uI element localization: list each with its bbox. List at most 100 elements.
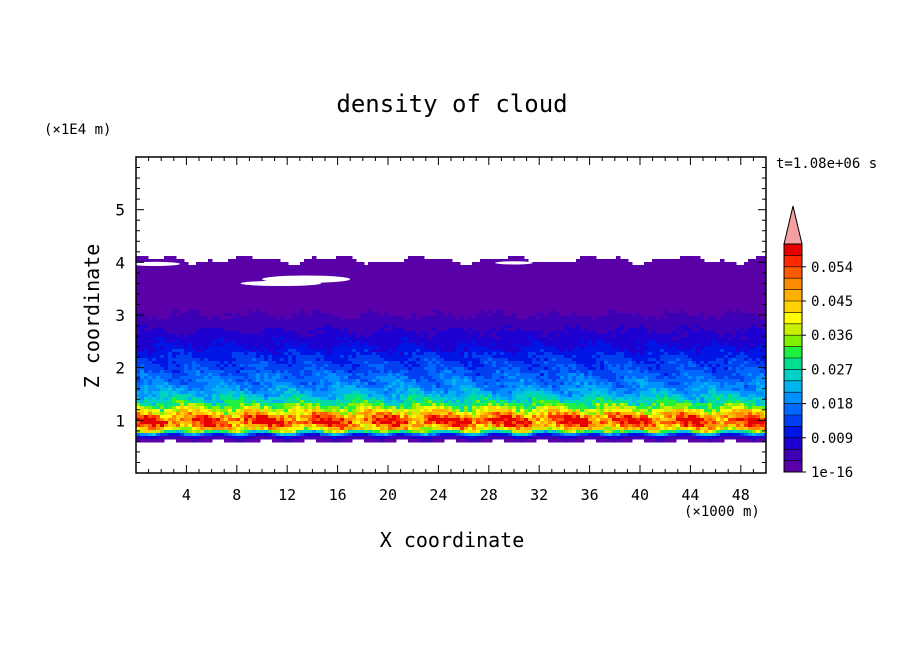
field-cell [356, 262, 361, 266]
field-cell [264, 334, 269, 338]
field-cell [180, 307, 185, 311]
field-cell [332, 319, 337, 323]
field-cell [700, 310, 705, 314]
field-cell [144, 325, 149, 329]
field-cell [176, 337, 181, 341]
field-cell [612, 280, 617, 284]
field-cell [424, 325, 429, 329]
field-cell [536, 328, 541, 332]
field-cell [480, 349, 485, 353]
field-cell [508, 325, 513, 329]
field-cell [480, 340, 485, 344]
field-cell [652, 259, 657, 263]
field-cell [164, 340, 169, 344]
field-cell [544, 322, 549, 326]
field-cell [280, 301, 285, 305]
field-cell [528, 328, 533, 332]
field-cell [396, 298, 401, 302]
field-cell [200, 268, 205, 272]
field-cell [272, 271, 277, 275]
field-cell [636, 328, 641, 332]
field-cell [416, 262, 421, 266]
field-cell [260, 310, 265, 314]
field-cell [596, 271, 601, 275]
field-cell [208, 310, 213, 314]
field-cell [720, 328, 725, 332]
field-cell [428, 289, 433, 293]
field-cell [656, 259, 661, 263]
field-cell [528, 352, 533, 356]
field-cell [460, 325, 465, 329]
field-cell [732, 286, 737, 290]
field-cell [532, 307, 537, 311]
field-cell [744, 298, 749, 302]
field-cell [628, 334, 633, 338]
field-cell [724, 295, 729, 299]
field-cell [760, 337, 765, 341]
field-cell [764, 310, 766, 314]
field-cell [656, 262, 661, 266]
field-cell [172, 346, 177, 350]
field-cell [268, 328, 273, 332]
field-cell [468, 349, 473, 353]
field-cell [332, 271, 337, 275]
field-cell [376, 337, 381, 341]
field-cell [660, 274, 665, 278]
field-cell [524, 319, 529, 323]
field-cell [640, 274, 645, 278]
field-cell [408, 331, 413, 335]
field-cell [140, 301, 145, 305]
field-cell [736, 283, 741, 287]
field-cell [532, 334, 537, 338]
field-cell [348, 331, 353, 335]
field-cell [240, 295, 245, 299]
field-cell [540, 298, 545, 302]
field-cell [236, 259, 241, 263]
field-cell [168, 259, 173, 263]
field-cell [516, 325, 521, 329]
field-cell [660, 265, 665, 269]
field-cell [468, 319, 473, 323]
field-cell [180, 259, 185, 263]
field-cell [552, 316, 557, 320]
field-cell [264, 325, 269, 329]
field-cell [620, 301, 625, 305]
field-cell [648, 349, 653, 353]
field-cell [440, 301, 445, 305]
field-cell [472, 301, 477, 305]
field-cell [160, 295, 165, 299]
field-cell [556, 262, 561, 266]
field-cell [660, 328, 665, 332]
field-cell [424, 352, 429, 356]
field-cell [628, 319, 633, 323]
field-cell [248, 298, 253, 302]
field-cell [388, 289, 393, 293]
field-cell [644, 340, 649, 344]
field-cell [388, 277, 393, 281]
field-cell [184, 274, 189, 278]
field-cell [440, 292, 445, 296]
field-cell [556, 304, 561, 308]
field-cell [152, 337, 157, 341]
field-cell [168, 325, 173, 329]
field-cell [484, 310, 489, 314]
field-cell [412, 292, 417, 296]
field-cell [204, 352, 209, 356]
field-cell [708, 307, 713, 311]
field-cell [568, 319, 573, 323]
field-cell [652, 301, 657, 305]
field-cell [136, 283, 141, 287]
field-cell [568, 310, 573, 314]
field-cell [652, 277, 657, 281]
field-cell [316, 295, 321, 299]
field-cell [520, 283, 525, 287]
field-cell [532, 310, 537, 314]
field-cell [656, 313, 661, 317]
field-cell [252, 265, 257, 269]
field-cell [608, 346, 613, 350]
field-cell [540, 322, 545, 326]
field-cell [676, 259, 681, 263]
field-cell [400, 316, 405, 320]
field-cell [624, 343, 629, 347]
field-cell [172, 307, 177, 311]
